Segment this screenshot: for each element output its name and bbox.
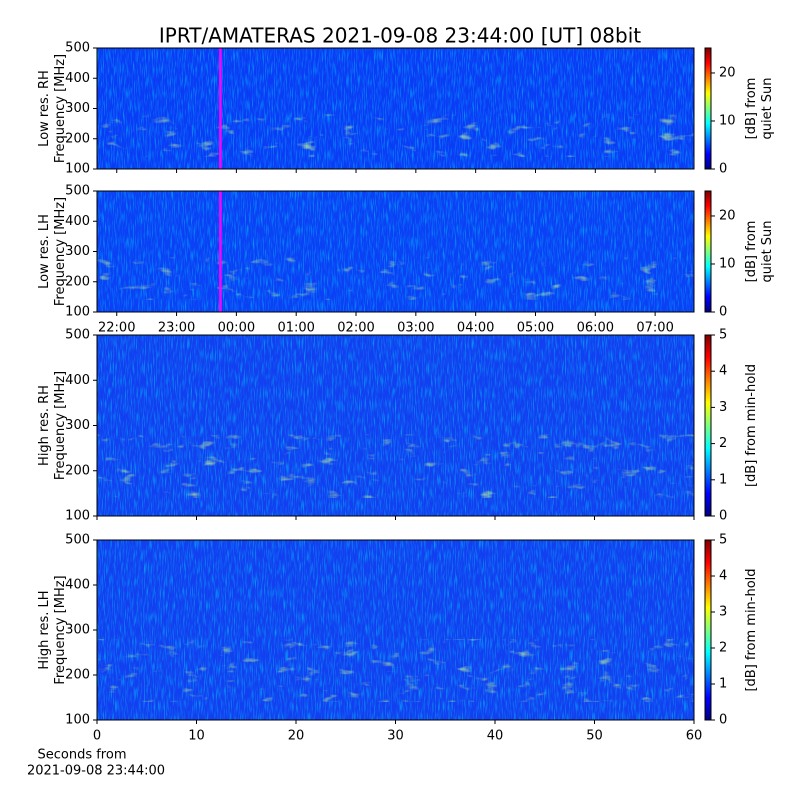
- x-tick-label: 0: [93, 729, 101, 744]
- x-tick-label: 06:00: [577, 321, 614, 336]
- colorbar-tick-label: 10: [719, 113, 736, 128]
- y-axis-label: High res. LHFrequency [MHz]: [37, 575, 68, 684]
- y-axis-label-line: Frequency [MHz]: [53, 575, 68, 684]
- y-axis-label-line: High res. RH: [37, 385, 52, 466]
- y-tick-label: 500: [65, 41, 90, 56]
- spectrogram-texture: [97, 114, 694, 157]
- colorbar-tick-label: 4: [719, 364, 727, 379]
- colorbar-tick-label: 2: [719, 436, 727, 451]
- x-tick-label: 07:00: [636, 321, 673, 336]
- colorbar-tick-label: 1: [719, 472, 727, 487]
- y-tick-label: 400: [65, 373, 90, 388]
- x-tick-label: 05:00: [517, 321, 554, 336]
- x-tick-label: 50: [586, 729, 603, 744]
- colorbar: [704, 47, 712, 170]
- colorbar-tick-label: 0: [719, 713, 727, 728]
- x-axis-label: 2021-09-08 23:44:00: [27, 764, 165, 779]
- y-tick-label: 400: [65, 578, 90, 593]
- x-tick-label: 20: [288, 729, 305, 744]
- colorbar-tick-label: 1: [719, 677, 727, 692]
- y-tick-label: 100: [65, 713, 90, 728]
- spectrogram-texture: [97, 434, 694, 498]
- colorbar-label: [dB] fromquiet Sun: [744, 77, 775, 139]
- colorbar-label: [dB] from min-hold: [744, 568, 759, 691]
- colorbar-tick-label: 20: [719, 208, 736, 223]
- spectrogram-texture: [97, 257, 694, 300]
- y-tick-label: 400: [65, 71, 90, 86]
- y-tick-label: 300: [65, 623, 90, 638]
- chart-title: IPRT/AMATERAS 2021-09-08 23:44:00 [UT] 0…: [159, 24, 641, 48]
- colorbar: [704, 334, 712, 517]
- colorbar-tick-label: 5: [719, 328, 727, 343]
- colorbar-label: [dB] from min-hold: [744, 364, 759, 487]
- x-tick-label: 00:00: [218, 321, 255, 336]
- y-axis-label-line: High res. LH: [37, 590, 52, 669]
- y-axis-label-line: Frequency [MHz]: [53, 197, 68, 306]
- y-tick-label: 100: [65, 162, 90, 177]
- x-tick-label: 03:00: [397, 321, 434, 336]
- colorbar-tick-label: 0: [719, 305, 727, 320]
- x-tick-label: 01:00: [277, 321, 314, 336]
- y-tick-label: 200: [65, 131, 90, 146]
- y-tick-label: 200: [65, 668, 90, 683]
- y-tick-label: 500: [65, 533, 90, 548]
- y-axis-label-line: Low res. LH: [37, 214, 52, 289]
- colorbar: [704, 190, 712, 313]
- x-tick-label: 60: [686, 729, 703, 744]
- spectrogram-texture: [97, 639, 694, 702]
- y-tick-label: 300: [65, 244, 90, 259]
- y-axis-label: Low res. RHFrequency [MHz]: [37, 54, 68, 163]
- y-tick-label: 400: [65, 214, 90, 229]
- x-tick-label: 04:00: [457, 321, 494, 336]
- colorbar-tick-label: 3: [719, 400, 727, 415]
- y-tick-label: 300: [65, 418, 90, 433]
- colorbar: [704, 539, 712, 721]
- y-tick-label: 100: [65, 509, 90, 524]
- y-tick-label: 500: [65, 184, 90, 199]
- x-axis-label: Seconds from: [37, 748, 126, 763]
- colorbar-label-line: quiet Sun: [760, 77, 775, 139]
- y-tick-label: 500: [65, 328, 90, 343]
- colorbar-tick-label: 20: [719, 65, 736, 80]
- colorbar-label-line: [dB] from: [744, 221, 759, 283]
- x-tick-label: 10: [188, 729, 205, 744]
- colorbar-tick-label: 5: [719, 533, 727, 548]
- colorbar-label-line: [dB] from min-hold: [744, 364, 759, 487]
- y-tick-label: 100: [65, 305, 90, 320]
- y-axis-label: High res. RHFrequency [MHz]: [37, 371, 68, 480]
- y-axis-label: Low res. LHFrequency [MHz]: [37, 197, 68, 306]
- colorbar-tick-label: 4: [719, 569, 727, 584]
- y-tick-label: 200: [65, 274, 90, 289]
- x-tick-label: 40: [487, 729, 504, 744]
- colorbar-tick-label: 10: [719, 256, 736, 271]
- y-axis-label-line: Frequency [MHz]: [53, 54, 68, 163]
- y-axis-label-line: Frequency [MHz]: [53, 371, 68, 480]
- colorbar-tick-label: 0: [719, 509, 727, 524]
- colorbar-label: [dB] fromquiet Sun: [744, 220, 775, 282]
- x-tick-label: 23:00: [158, 321, 195, 336]
- colorbar-label-line: quiet Sun: [760, 220, 775, 282]
- x-tick-label: 30: [387, 729, 404, 744]
- colorbar-tick-label: 0: [719, 162, 727, 177]
- y-tick-label: 300: [65, 101, 90, 116]
- x-tick-label: 22:00: [98, 321, 135, 336]
- colorbar-tick-label: 2: [719, 641, 727, 656]
- x-tick-label: 02:00: [337, 321, 374, 336]
- y-axis-label-line: Low res. RH: [37, 70, 52, 147]
- colorbar-tick-label: 3: [719, 605, 727, 620]
- y-tick-label: 200: [65, 463, 90, 478]
- colorbar-label-line: [dB] from min-hold: [744, 568, 759, 691]
- colorbar-label-line: [dB] from: [744, 78, 759, 140]
